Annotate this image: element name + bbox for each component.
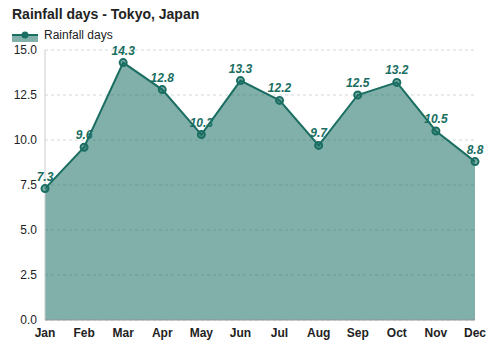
svg-text:Feb: Feb	[73, 326, 94, 340]
svg-text:May: May	[190, 326, 214, 340]
svg-text:Jun: Jun	[230, 326, 251, 340]
svg-text:Dec: Dec	[464, 326, 486, 340]
svg-text:10.0: 10.0	[14, 133, 38, 147]
svg-text:7.3: 7.3	[37, 170, 54, 184]
svg-text:Jan: Jan	[35, 326, 56, 340]
svg-text:13.3: 13.3	[229, 62, 253, 76]
svg-text:10.3: 10.3	[190, 116, 214, 130]
svg-text:14.3: 14.3	[112, 44, 136, 58]
svg-text:Jul: Jul	[271, 326, 288, 340]
svg-text:5.0: 5.0	[20, 223, 37, 237]
svg-text:13.2: 13.2	[385, 63, 409, 77]
svg-text:10.5: 10.5	[424, 112, 448, 126]
html-text:Rainfall days - Tokyo, Japan: Rainfall days - Tokyo, Japan	[12, 6, 200, 22]
svg-text:12.8: 12.8	[151, 71, 175, 85]
svg-text:15.0: 15.0	[14, 43, 38, 57]
svg-text:12.5: 12.5	[14, 88, 38, 102]
html-text:Rainfall days: Rainfall days	[44, 28, 113, 42]
svg-text:2.5: 2.5	[20, 268, 37, 282]
svg-text:Oct: Oct	[387, 326, 407, 340]
svg-text:7.5: 7.5	[20, 178, 37, 192]
svg-text:8.8: 8.8	[467, 143, 484, 157]
svg-text:Mar: Mar	[113, 326, 135, 340]
svg-text:12.5: 12.5	[346, 76, 370, 90]
svg-text:9.7: 9.7	[310, 126, 328, 140]
svg-text:Apr: Apr	[152, 326, 173, 340]
svg-text:0.0: 0.0	[20, 313, 37, 327]
svg-text:Nov: Nov	[425, 326, 448, 340]
svg-text:12.2: 12.2	[268, 81, 292, 95]
svg-text:Aug: Aug	[307, 326, 330, 340]
svg-text:9.6: 9.6	[76, 128, 93, 142]
svg-text:Sep: Sep	[347, 326, 369, 340]
